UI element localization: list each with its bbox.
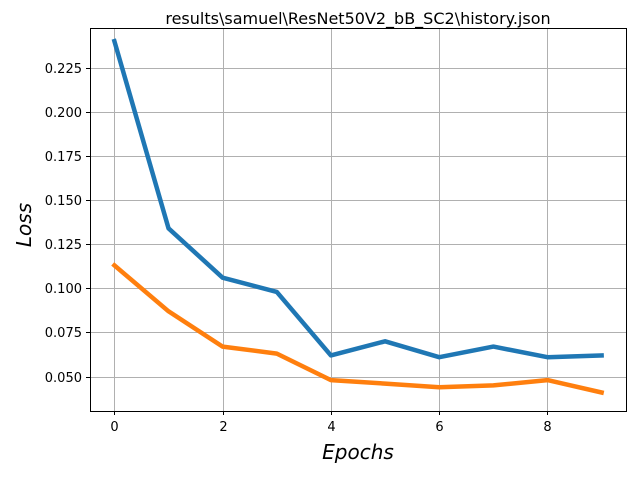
plot-frame <box>90 28 627 412</box>
y-tick-label: 0.225 <box>45 62 82 77</box>
y-tick-label: 0.050 <box>45 371 82 386</box>
y-tick-label: 0.175 <box>45 150 82 165</box>
x-tick-label: 2 <box>219 420 227 435</box>
x-axis-label: Epochs <box>322 440 394 464</box>
series-line-1 <box>111 38 604 360</box>
chart-title: results\samuel\ResNet50V2_bB_SC2\history… <box>165 9 550 29</box>
x-tick-label: 6 <box>435 420 443 435</box>
ticks: 0 2 4 6 8 0.050 0.075 0.100 0.125 0.150 0.175 0.200… <box>45 62 552 435</box>
y-axis-label: Loss <box>12 203 36 247</box>
series-lines <box>111 38 605 396</box>
y-tick-label: 0.100 <box>45 282 82 297</box>
x-tick-label: 8 <box>543 420 551 435</box>
y-tick-label: 0.200 <box>45 106 82 121</box>
series-line-2 <box>111 262 605 396</box>
grid <box>90 28 626 411</box>
y-tick-label: 0.075 <box>45 326 82 341</box>
y-tick-label: 0.125 <box>45 238 82 253</box>
x-tick-label: 0 <box>110 420 118 435</box>
x-tick-label: 4 <box>327 420 335 435</box>
y-tick-label: 0.150 <box>45 194 82 209</box>
